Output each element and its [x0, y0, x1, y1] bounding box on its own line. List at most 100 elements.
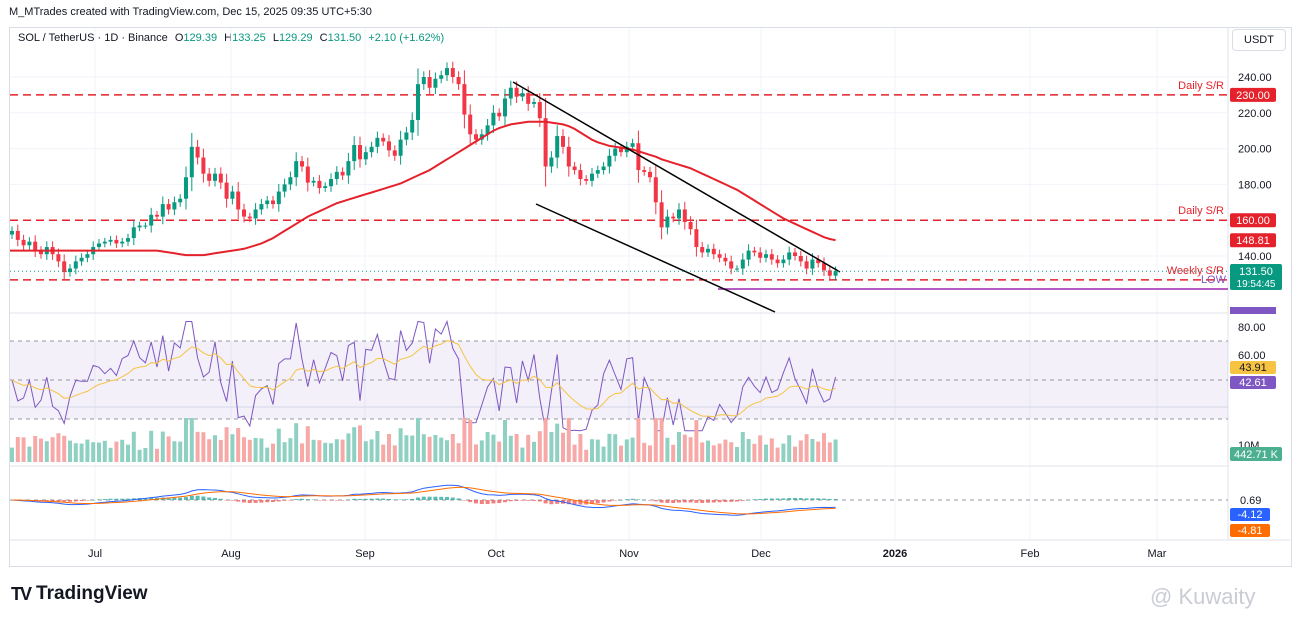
macd-hist-bar	[520, 500, 525, 501]
candle-body	[21, 239, 26, 246]
macd-hist-bar	[671, 500, 676, 504]
candle-body	[439, 75, 444, 79]
macd-hist-bar	[682, 500, 687, 503]
candle-body	[178, 198, 183, 203]
volume-bar	[317, 440, 322, 462]
volume-bar	[85, 439, 90, 462]
volume-bar	[717, 443, 722, 462]
y-tick-label: 140.00	[1238, 251, 1272, 263]
volume-bar	[184, 418, 188, 462]
macd-hist-bar	[392, 499, 397, 501]
candle-body	[126, 238, 130, 242]
sr-value-text: 230.00	[1236, 90, 1270, 102]
volume-bar	[816, 441, 821, 462]
macd-hist-bar	[636, 499, 641, 500]
candle-body	[317, 180, 322, 188]
candle-body	[27, 241, 32, 246]
macd-hist-bar	[607, 500, 612, 502]
candle-body	[427, 77, 432, 88]
macd-hist-bar	[184, 497, 188, 500]
macd-hist-bar	[775, 498, 780, 500]
candle-body	[242, 209, 246, 217]
volume-bar	[561, 432, 565, 462]
tradingview-logo[interactable]: TV TradingView	[11, 583, 148, 605]
volume-bar	[810, 439, 815, 462]
volume-bar	[253, 438, 258, 462]
candle-body	[665, 216, 670, 228]
volume-bar	[793, 446, 797, 462]
macd-hist-bar	[648, 500, 652, 501]
macd-hist-bar	[752, 499, 757, 500]
macd-hist-bar	[601, 500, 606, 503]
macd-hist-bar	[526, 500, 531, 501]
candle-body	[456, 77, 461, 85]
volume-bar	[259, 438, 264, 462]
candle-body	[508, 87, 513, 99]
macd-value: -4.12	[1237, 509, 1262, 521]
macd-hist-bar	[735, 500, 739, 502]
macd-hist-bar	[427, 496, 432, 500]
volume-bar	[369, 439, 374, 462]
candle-body	[793, 252, 797, 256]
candle-body	[711, 248, 716, 255]
macd-hist-bar	[619, 499, 623, 501]
macd-hist-bar	[491, 500, 496, 504]
sr-value-tag	[1230, 87, 1276, 102]
macd-hist-bar	[242, 500, 246, 503]
chart-frame[interactable]	[9, 27, 1292, 567]
macd-hist-bar	[114, 498, 119, 500]
volume-tag	[1230, 447, 1282, 461]
candle-body	[700, 247, 705, 253]
candle-body	[526, 93, 531, 104]
macd-hist-bar	[723, 500, 728, 502]
candle-body	[798, 256, 803, 262]
candle-body	[671, 216, 676, 219]
candle-body	[421, 77, 426, 85]
candle-body	[636, 143, 641, 171]
currency-button[interactable]: USDT	[1232, 29, 1286, 51]
macd-hist-bar	[549, 500, 554, 505]
candle-body	[114, 239, 119, 244]
macd-hist-bar	[555, 500, 560, 504]
candle-body	[358, 145, 362, 160]
volume-bar	[242, 437, 246, 462]
volume-bar	[79, 443, 84, 462]
macd-hist-bar	[764, 498, 768, 500]
volume-bar	[456, 443, 461, 462]
macd-hist-bar	[624, 499, 629, 500]
macd-tag	[1230, 508, 1270, 521]
sr-label: Weekly S/R	[1167, 265, 1224, 277]
volume-bar	[15, 437, 20, 462]
macd-hist-bar	[358, 498, 362, 500]
candle-body	[33, 241, 38, 251]
volume-bar	[439, 437, 444, 462]
candle-body	[740, 259, 745, 269]
candle-body	[172, 202, 177, 210]
candle-body	[706, 248, 710, 253]
candle-body	[160, 204, 165, 217]
candle-body	[10, 230, 14, 235]
candle-body	[155, 214, 159, 217]
price-tag-countdown: 19:54:45	[1237, 279, 1276, 290]
volume-bar	[178, 441, 183, 462]
volume-bar	[624, 439, 629, 462]
candle-body	[781, 259, 786, 264]
macd-hist-bar	[253, 500, 258, 503]
volume-bar	[758, 435, 763, 462]
symbol-name[interactable]: SOL / TetherUS · 1D · Binance	[18, 32, 168, 44]
macd-hist-bar	[195, 495, 200, 500]
macd-hist-bar	[247, 500, 252, 503]
macd-hist-bar	[590, 500, 594, 504]
volume-bar	[288, 438, 293, 462]
volume-bar	[323, 442, 328, 462]
candle-body	[352, 145, 357, 162]
candle-body	[648, 171, 652, 178]
volume-bar	[375, 431, 380, 462]
macd-hist-bar	[265, 500, 270, 503]
macd-hist-bar	[700, 500, 705, 503]
macd-hist-bar	[102, 499, 107, 500]
macd-hist-bar	[787, 498, 792, 500]
macd-hist-bar	[532, 500, 536, 501]
macd-hist-bar	[73, 500, 78, 502]
